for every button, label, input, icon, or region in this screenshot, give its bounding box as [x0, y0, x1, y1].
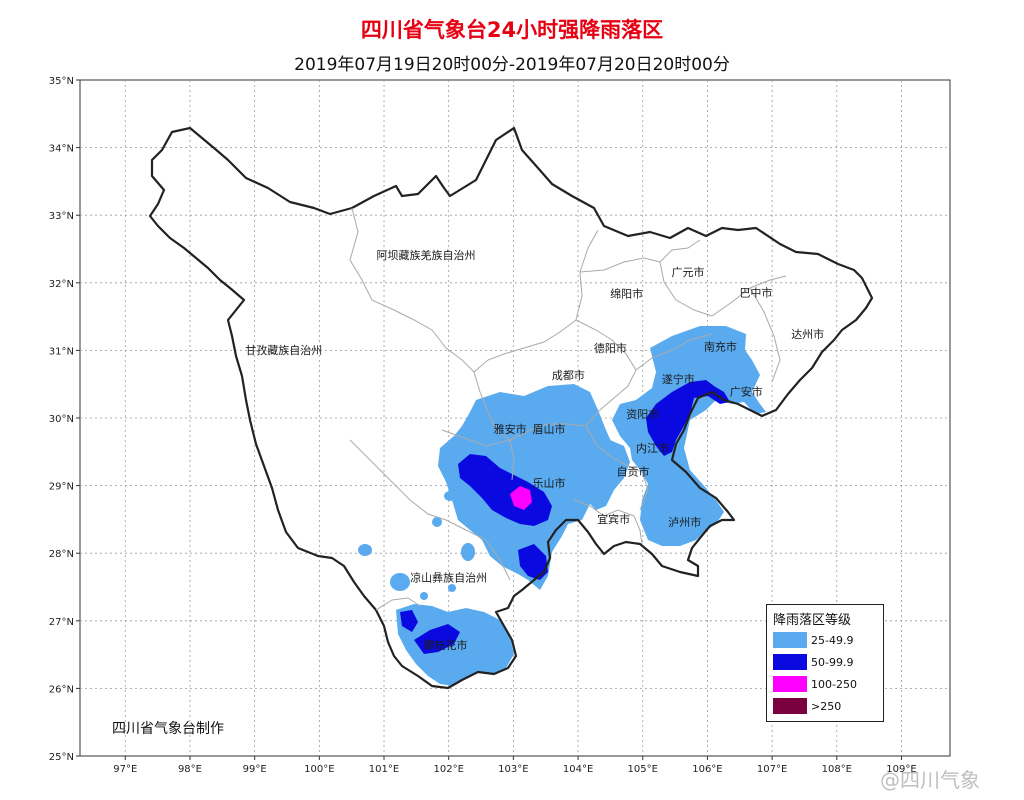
longitude-label: 106°E: [692, 764, 722, 775]
rain-area-southwest: [396, 604, 514, 686]
legend-swatch: [773, 632, 807, 648]
place-label: 资阳市: [626, 407, 659, 421]
place-label: 绵阳市: [610, 287, 643, 301]
legend-swatch: [773, 654, 807, 670]
place-label: 乐山市: [532, 476, 565, 490]
legend-label: 25-49.9: [811, 633, 854, 647]
place-label: 甘孜藏族自治州: [245, 343, 322, 357]
legend-item-over-250: >250: [773, 697, 841, 715]
prefecture-boundaries: [349, 207, 787, 611]
longitude-label: 101°E: [369, 764, 399, 775]
latitude-label: 30°N: [49, 414, 74, 425]
longitude-label: 108°E: [822, 764, 852, 775]
latitude-label: 31°N: [49, 346, 74, 357]
map-subtitle: 2019年07月19日20时00分-2019年07月20日20时00分: [294, 55, 730, 75]
longitude-label: 109°E: [886, 764, 916, 775]
place-label: 巴中市: [739, 285, 772, 299]
longitude-label: 103°E: [498, 764, 528, 775]
place-label: 成都市: [552, 368, 585, 382]
legend-label: >250: [811, 699, 842, 713]
heavy-rain-panzhihua: [400, 610, 418, 632]
place-label: 内江市: [636, 441, 669, 455]
latitude-label: 29°N: [49, 482, 74, 493]
rain-spot-7: [448, 584, 456, 592]
place-label: 广元市: [672, 265, 705, 279]
place-label: 达州市: [791, 327, 824, 341]
longitude-label: 100°E: [304, 764, 334, 775]
latitude-label: 32°N: [49, 279, 74, 290]
heavy-rain-central: [458, 454, 552, 526]
legend-title: 降雨落区等级: [773, 613, 852, 628]
place-label: 广安市: [730, 385, 763, 399]
map-title: 四川省气象台24小时强降雨落区: [360, 18, 664, 42]
place-label: 攀枝花市: [423, 638, 467, 652]
place-label: 遂宁市: [662, 372, 695, 386]
longitude-label: 107°E: [757, 764, 787, 775]
legend-swatch: [773, 676, 807, 692]
place-label: 南充市: [704, 339, 737, 353]
rain-area-100-250: [510, 486, 532, 510]
rain-area-neijiang: [576, 440, 630, 510]
legend-item-50-99: 50-99.9: [773, 653, 853, 671]
rain-spot-1: [390, 573, 410, 591]
place-label: 眉山市: [532, 422, 565, 436]
longitude-label: 98°E: [178, 764, 202, 775]
heavy-rain-panzhihua-2: [414, 624, 460, 654]
rain-spot-8: [415, 616, 425, 628]
longitude-label: 105°E: [628, 764, 658, 775]
longitude-label: 99°E: [243, 764, 267, 775]
extreme-rain-leshan: [510, 486, 532, 510]
place-label: 德阳市: [594, 341, 627, 355]
latitude-label: 26°N: [49, 684, 74, 695]
latitude-label: 27°N: [49, 617, 74, 628]
legend-swatch: [773, 698, 807, 714]
weibo-watermark: @四川气象: [880, 768, 980, 792]
place-label: 宜宾市: [597, 512, 630, 526]
latitude-labels: 35°N 34°N 33°N 32°N 31°N 30°N 29°N 28°N 27°N 26°N…: [49, 76, 74, 763]
longitude-label: 104°E: [563, 764, 593, 775]
rain-area-east: [612, 326, 766, 546]
place-label: 泸州市: [668, 515, 701, 529]
place-label: 阿坝藏族羌族自治州: [377, 248, 476, 262]
place-label: 自贡市: [617, 464, 650, 478]
latitude-label: 28°N: [49, 549, 74, 560]
longitude-label: 102°E: [433, 764, 463, 775]
legend-label: 50-99.9: [811, 655, 854, 669]
rain-spot-2: [358, 544, 372, 556]
rainfall-legend: 降雨落区等级 25-49.9 50-99.9 100-250 >250: [766, 604, 884, 722]
producer-credit: 四川省气象台制作: [112, 721, 224, 737]
legend-label: 100-250: [811, 677, 857, 691]
longitude-label: 97°E: [113, 764, 137, 775]
legend-item-100-250: 100-250: [773, 675, 857, 693]
legend-item-25-49: 25-49.9: [773, 631, 853, 649]
latitude-label: 34°N: [49, 144, 74, 155]
rain-spot-3: [461, 543, 475, 561]
latitude-label: 33°N: [49, 211, 74, 222]
heavy-rain-south: [518, 544, 548, 580]
axis-ticks: [76, 79, 902, 760]
rain-spot-6: [420, 592, 428, 600]
latitude-label: 25°N: [49, 752, 74, 763]
place-label: 雅安市: [494, 422, 527, 436]
longitude-labels: 97°E 98°E 99°E 100°E 101°E 102°E 103°E 104°E 105…: [113, 764, 916, 775]
sichuan-province-boundary: [148, 126, 874, 690]
latitude-label: 35°N: [49, 76, 74, 87]
rain-spot-5: [444, 491, 456, 501]
rain-spot-4: [432, 517, 442, 527]
place-label: 凉山彝族自治州: [410, 571, 487, 585]
